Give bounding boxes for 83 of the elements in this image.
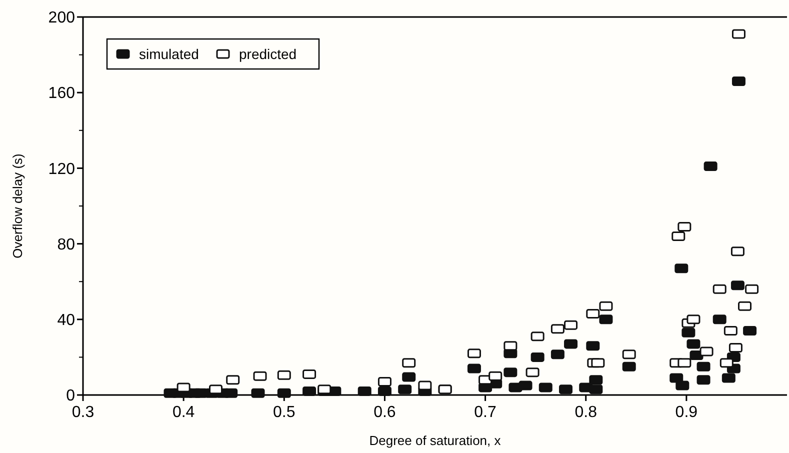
point	[724, 326, 738, 336]
point	[226, 375, 240, 385]
point	[712, 314, 726, 324]
x-tick-label: 0.4	[172, 404, 195, 421]
y-tick-label: 160	[48, 85, 76, 102]
x-tick-label: 0.5	[273, 404, 296, 421]
point	[564, 339, 578, 349]
point	[712, 284, 726, 294]
point	[696, 362, 710, 372]
point	[586, 308, 600, 318]
point	[622, 362, 636, 372]
point	[720, 358, 734, 368]
point	[674, 264, 688, 274]
point	[504, 368, 518, 378]
point	[589, 384, 603, 394]
x-tick-label: 0.8	[574, 404, 598, 421]
point	[743, 326, 757, 336]
point	[467, 364, 481, 374]
x-tick-label: 0.3	[72, 404, 94, 421]
point	[686, 314, 700, 324]
point	[467, 348, 481, 358]
point	[589, 375, 603, 385]
point	[251, 388, 265, 398]
legend-label: predicted	[239, 46, 297, 62]
point	[358, 386, 372, 396]
point	[253, 371, 267, 381]
point	[530, 332, 544, 342]
x-tick-label: 0.9	[675, 404, 698, 421]
point	[418, 380, 432, 390]
point	[550, 324, 564, 334]
point	[402, 358, 416, 368]
point	[526, 368, 540, 378]
x-axis-title: Degree of saturation, x	[369, 433, 502, 448]
y-axis-title: Overflow delay (s)	[10, 154, 25, 258]
point	[518, 380, 532, 390]
point	[398, 384, 412, 394]
point	[550, 350, 564, 360]
point	[682, 328, 696, 338]
legend-label: simulated	[139, 46, 199, 62]
point	[678, 222, 692, 232]
point	[738, 301, 752, 311]
point	[209, 384, 223, 394]
point	[488, 371, 502, 381]
point	[378, 386, 392, 396]
point	[530, 352, 544, 362]
point	[224, 388, 238, 398]
point	[696, 375, 710, 385]
point	[704, 162, 718, 172]
point	[700, 346, 714, 356]
point	[599, 301, 613, 311]
point	[722, 373, 736, 383]
point	[670, 373, 684, 383]
point	[730, 246, 744, 256]
point	[676, 380, 690, 390]
point	[176, 382, 190, 392]
point	[302, 369, 316, 379]
point	[686, 339, 700, 349]
point	[622, 350, 636, 360]
point	[378, 377, 392, 387]
point	[732, 76, 746, 86]
point	[504, 341, 518, 351]
point	[277, 370, 291, 380]
point	[538, 382, 552, 392]
point	[599, 314, 613, 324]
y-tick-label: 40	[57, 312, 76, 329]
point	[745, 284, 759, 294]
point	[564, 320, 578, 330]
y-tick-label: 120	[48, 160, 76, 178]
point	[558, 384, 572, 394]
point	[678, 358, 692, 368]
x-tick-label: 0.7	[474, 404, 497, 421]
point	[672, 231, 686, 241]
point	[586, 341, 600, 351]
point	[730, 280, 744, 290]
point	[277, 388, 291, 398]
y-tick-label: 0	[66, 388, 76, 405]
point	[302, 386, 316, 396]
y-tick-label: 200	[48, 10, 76, 27]
point	[732, 29, 746, 39]
x-tick-label: 0.6	[374, 404, 396, 421]
y-tick-label: 80	[57, 236, 76, 254]
point	[402, 372, 416, 382]
point	[591, 358, 605, 368]
